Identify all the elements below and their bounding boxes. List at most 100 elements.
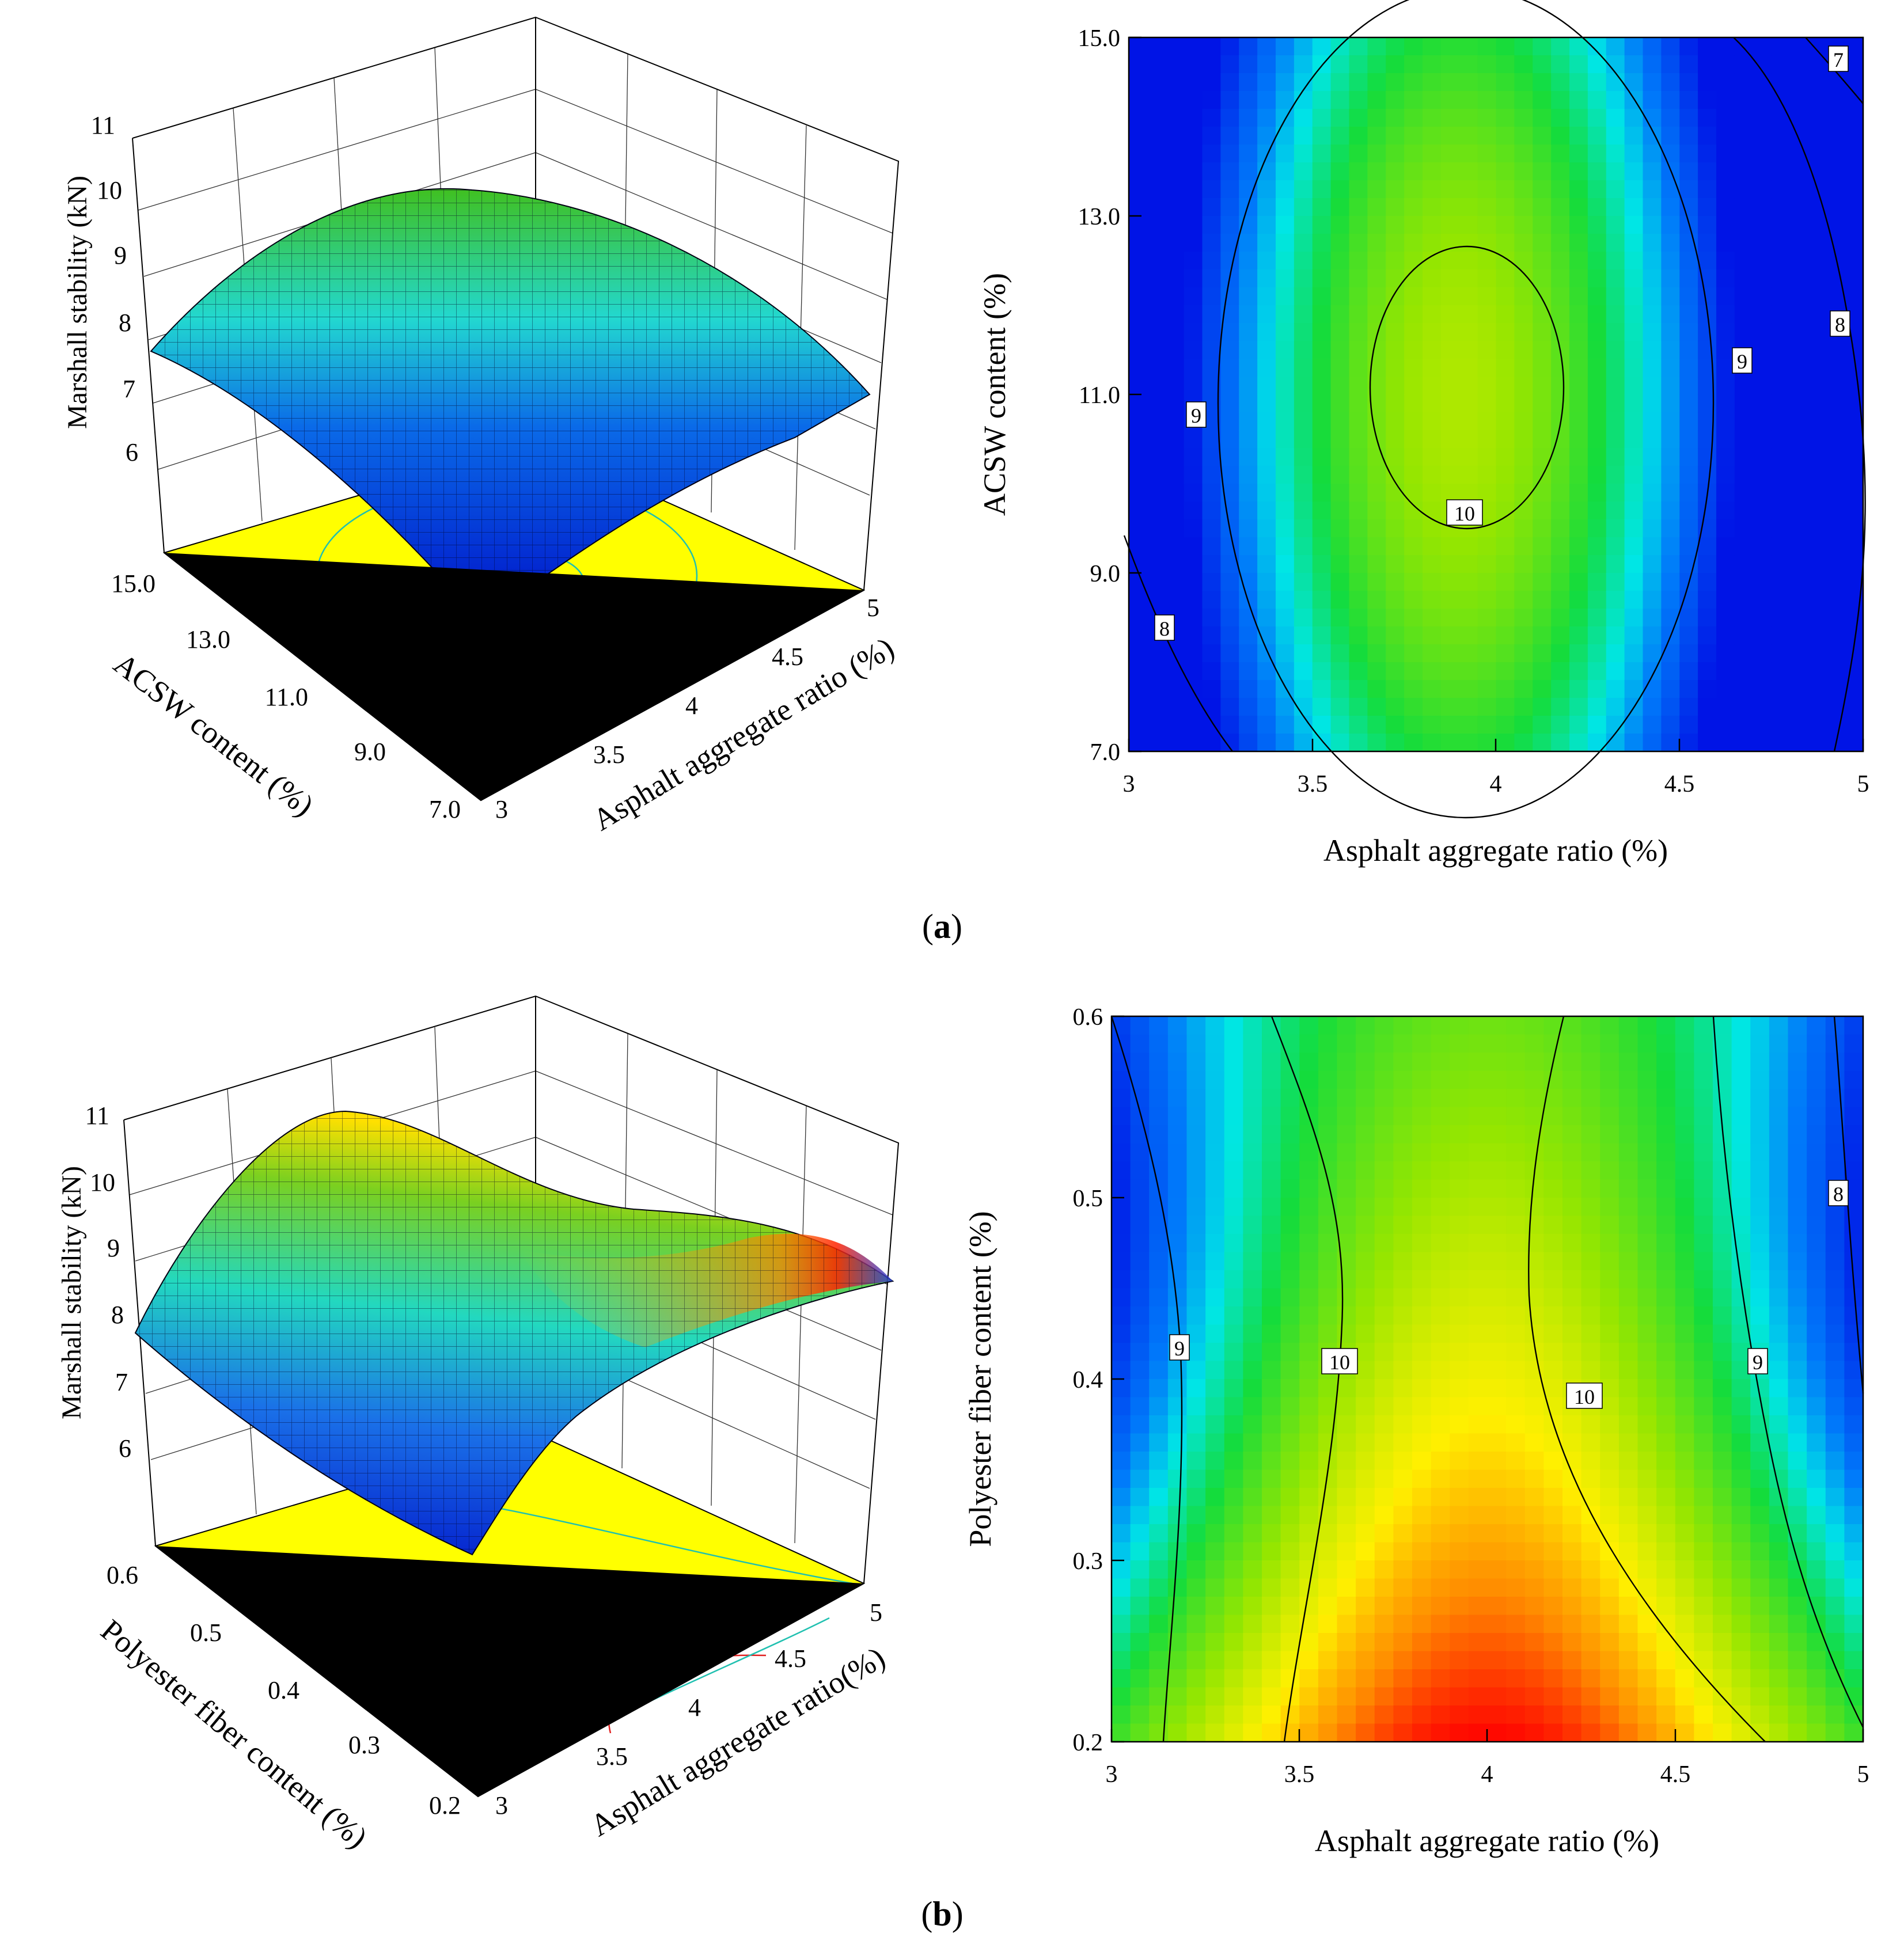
heatmap-cell [1374,1288,1394,1307]
heatmap-cell [1450,1687,1469,1706]
heatmap-cell [1167,1034,1188,1053]
heatmap-cell [1716,323,1735,341]
heatmap-cell [1734,162,1754,181]
heatmap-cell [1656,1143,1676,1162]
heatmap-cell [1524,1306,1544,1325]
heatmap-cell [1808,555,1827,573]
heatmap-cell [1243,1597,1262,1616]
heatmap-cell [1349,394,1368,413]
heatmap-cell [1637,1306,1657,1325]
heatmap-cell [1239,555,1258,573]
heatmap-cell [1543,1288,1563,1307]
heatmap-cell [1698,252,1717,270]
heatmap-cell [1551,55,1570,74]
heatmap-cell [1543,1361,1563,1380]
heatmap-cell [1431,1687,1450,1706]
heatmap-cell [1753,234,1772,252]
heatmap-cell [1239,109,1258,127]
heatmap-cell [1826,591,1845,609]
heatmap-cell [1440,448,1460,466]
heatmap-cell [1679,73,1698,92]
heatmap-cell [1205,1705,1225,1725]
heatmap-cell [1165,91,1185,109]
heatmap-cell [1165,537,1185,556]
heatmap-cell [1606,412,1625,431]
heatmap-cell [1551,287,1570,306]
heatmap-cell [1844,1415,1864,1434]
heatmap-cell [1349,269,1368,288]
heatmap-cell [1698,341,1717,359]
x-tick: 3 [1123,771,1135,797]
contour-7 [1805,37,1864,104]
heatmap-cell [1624,680,1644,698]
heatmap-cell [1224,1361,1243,1380]
heatmap-cell [1374,1524,1394,1543]
heatmap-cell [1276,609,1295,627]
heatmap-cell [1280,1615,1300,1634]
heatmap-cell [1569,555,1588,573]
heatmap-cell [1844,1053,1864,1072]
heatmap-cell [1533,644,1552,663]
heatmap-cell [1186,1107,1206,1126]
heatmap-cell [1551,466,1570,484]
heatmap-cell [1514,127,1533,145]
heatmap-cell [1257,573,1276,591]
heatmap-cell [1524,1288,1544,1307]
heatmap-cell [1825,1452,1845,1471]
heatmap-cell [1349,573,1368,591]
heatmap-cell [1167,1107,1188,1126]
heatmap-cell [1679,305,1698,324]
heatmap-cell [1825,1542,1845,1561]
heatmap-cell [1679,109,1698,127]
y-tick: 0.6 [1073,1004,1103,1031]
heatmap-cell [1533,555,1552,573]
heatmap-cell [1262,1506,1281,1525]
heatmap-cell [1386,180,1405,199]
heatmap-cell [1205,1433,1225,1452]
heatmap-cell [1514,680,1533,698]
heatmap-cell [1147,37,1166,56]
heatmap-cell [1845,73,1864,92]
heatmap-cell [1789,394,1808,413]
heatmap-cell [1487,1270,1507,1289]
heatmap-cell [1569,466,1588,484]
heatmap-cell [1147,269,1166,288]
heatmap-cell [1276,269,1295,288]
heatmap-cell [1262,1433,1281,1452]
heatmap-cell [1312,377,1332,395]
contour-label: 9 [1753,1351,1763,1374]
heatmap-cell [1440,626,1460,645]
heatmap-cell [1393,1125,1413,1144]
heatmap-cell [1477,466,1497,484]
heatmap-cell [1514,359,1533,377]
heatmap-cell [1239,448,1258,466]
heatmap-cell [1551,519,1570,538]
heatmap-cell [1694,1270,1713,1289]
heatmap-cell [1581,1433,1600,1452]
heatmap-cell [1543,1578,1563,1597]
heatmap-cell [1349,484,1368,502]
heatmap-cell [1147,252,1166,270]
heatmap-cell [1262,1578,1281,1597]
heatmap-cell [1147,698,1166,716]
heatmap-cell [1606,698,1625,716]
heatmap-cell [1716,198,1735,216]
heatmap-cell [1149,1452,1169,1471]
heatmap-cell [1606,591,1625,609]
heatmap-cell [1533,412,1552,431]
contour-label: 10 [1454,502,1475,525]
heatmap-cell [1165,734,1185,752]
heatmap-cell [1149,1633,1169,1652]
heatmap-cell [1412,1179,1432,1198]
heatmap-cell [1167,1687,1188,1706]
heatmap-cell [1167,1125,1188,1144]
heatmap-cell [1825,1324,1845,1343]
heatmap-cell [1789,37,1808,56]
heatmap-cell [1337,1215,1356,1235]
heatmap-cell [1220,55,1239,74]
heatmap-cell [1202,73,1221,92]
heatmap-cell [1280,1034,1300,1053]
heatmap-cell [1569,394,1588,413]
heatmap-cell [1769,1125,1789,1144]
heatmap-cell [1618,1524,1639,1543]
